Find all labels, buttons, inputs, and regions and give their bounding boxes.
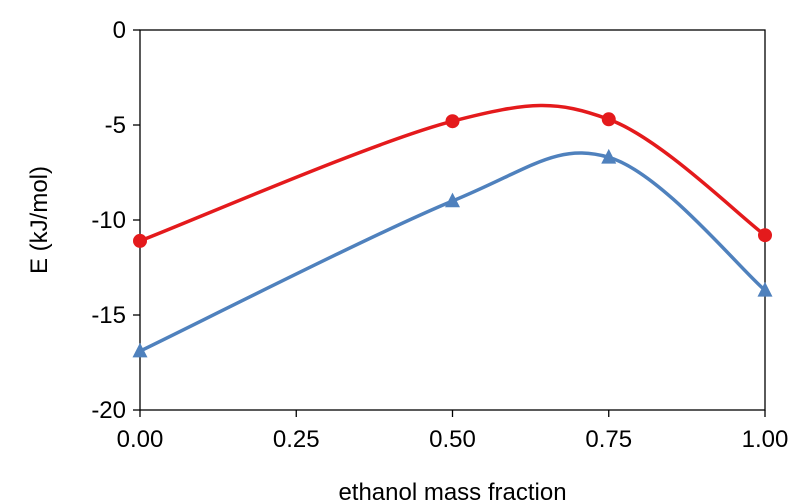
series-1-point bbox=[601, 112, 616, 127]
y-tick-label: -15 bbox=[91, 302, 126, 329]
series-1 bbox=[133, 103, 772, 248]
series-1-line bbox=[139, 103, 767, 243]
x-tick-label: 0.25 bbox=[273, 426, 320, 453]
y-tick-label: -10 bbox=[91, 207, 126, 234]
series-2 bbox=[132, 148, 773, 358]
x-tick-label: 0.00 bbox=[117, 426, 164, 453]
y-tick-label: -5 bbox=[105, 112, 126, 139]
series-2-point bbox=[132, 342, 148, 358]
series-2-point bbox=[757, 281, 773, 297]
y-tick-label: -20 bbox=[91, 397, 126, 424]
y-axis: 0 -5 -10 -15 -20 bbox=[91, 17, 140, 424]
x-tick-label: 0.75 bbox=[585, 426, 632, 453]
x-tick-label: 1.00 bbox=[742, 426, 789, 453]
series-1-point bbox=[133, 233, 147, 248]
x-axis-title: ethanol mass fraction bbox=[338, 479, 566, 504]
x-tick-label: 0.50 bbox=[429, 426, 476, 453]
y-axis-title: E (kJ/mol) bbox=[26, 166, 53, 274]
y-tick-label: 0 bbox=[113, 17, 126, 44]
series-layer bbox=[132, 103, 773, 358]
series-2-line bbox=[139, 151, 767, 353]
series-1-point bbox=[758, 228, 772, 243]
series-2-point bbox=[601, 148, 617, 164]
series-1-point bbox=[445, 114, 460, 129]
series-2-point bbox=[445, 192, 460, 208]
x-axis: 0.00 0.25 0.50 0.75 1.00 bbox=[117, 410, 789, 453]
